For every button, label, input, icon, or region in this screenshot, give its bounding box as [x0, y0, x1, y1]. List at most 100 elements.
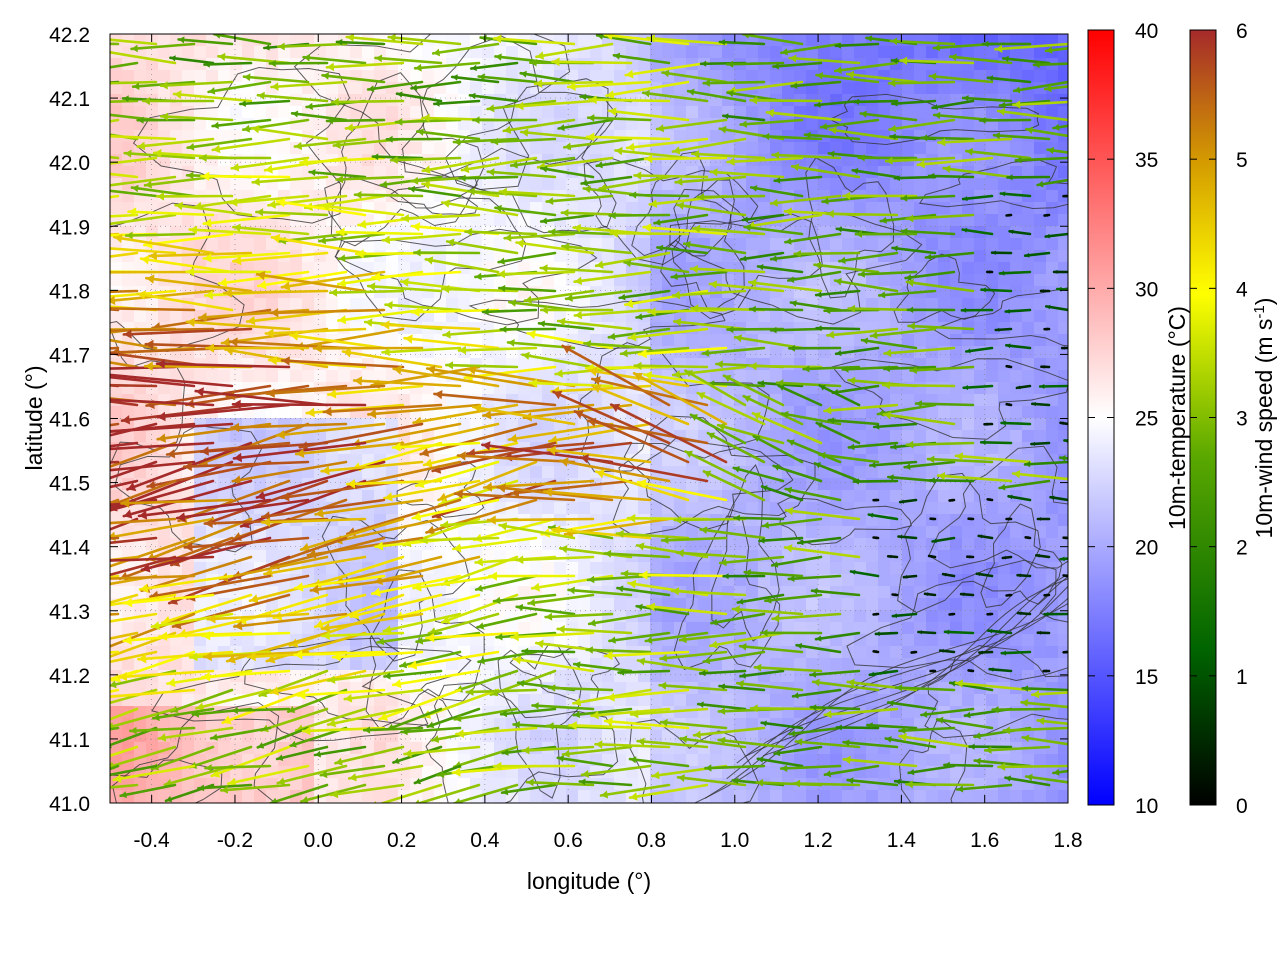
heat-cell [386, 730, 399, 743]
heat-cell [230, 106, 243, 119]
heat-cell [242, 106, 255, 119]
heat-cell [1010, 82, 1023, 95]
heat-cell [950, 430, 963, 443]
heat-cell [134, 34, 147, 47]
heat-cell [530, 142, 543, 155]
heat-cell [962, 502, 975, 515]
heat-cell [878, 598, 891, 611]
heat-cell [998, 574, 1011, 587]
heat-cell [758, 46, 771, 59]
heat-cell [986, 778, 999, 791]
heat-cell [974, 586, 987, 599]
heat-cell [902, 334, 915, 347]
heat-cell [734, 34, 747, 47]
heat-cell [950, 334, 963, 347]
heat-cell [254, 178, 267, 191]
heat-cell [830, 562, 843, 575]
heat-cell [182, 70, 195, 83]
heat-cell [566, 562, 579, 575]
heat-cell [1010, 514, 1023, 527]
heat-cell [398, 250, 411, 263]
heat-cell [146, 130, 159, 143]
heat-cell [854, 46, 867, 59]
heat-cell [842, 526, 855, 539]
heat-cell [986, 322, 999, 335]
heat-cell [650, 802, 663, 815]
heat-cell [938, 610, 951, 623]
heat-cell [878, 502, 891, 515]
heat-cell [758, 790, 771, 803]
heat-cell [998, 706, 1011, 719]
heat-cell [842, 478, 855, 491]
heat-cell [230, 370, 243, 383]
heat-cell [434, 238, 447, 251]
heat-cell [1022, 430, 1035, 443]
heat-cell [650, 610, 663, 623]
heat-cell [674, 790, 687, 803]
heat-cell [854, 730, 867, 743]
heat-cell [686, 706, 699, 719]
heat-cell [590, 658, 603, 671]
heat-cell [542, 178, 555, 191]
heat-cell [962, 262, 975, 275]
heat-cell [554, 106, 567, 119]
heat-cell [434, 142, 447, 155]
heat-cell [638, 802, 651, 815]
heat-cell [182, 730, 195, 743]
heat-cell [890, 718, 903, 731]
heat-cell [446, 106, 459, 119]
heat-cell [950, 598, 963, 611]
heat-cell [530, 622, 543, 635]
heat-cell [734, 346, 747, 359]
heat-cell [974, 466, 987, 479]
heat-cell [506, 178, 519, 191]
heat-cell [878, 634, 891, 647]
heat-cell [962, 694, 975, 707]
heat-cell [830, 622, 843, 635]
heat-cell [242, 46, 255, 59]
heat-cell [530, 274, 543, 287]
heat-cell [686, 790, 699, 803]
heat-cell [110, 202, 123, 215]
heat-cell [650, 358, 663, 371]
heat-cell [986, 214, 999, 227]
heat-cell [362, 802, 375, 815]
heat-cell [242, 178, 255, 191]
heat-cell [110, 166, 123, 179]
heat-cell [962, 598, 975, 611]
heat-cell [890, 274, 903, 287]
heat-cell [974, 406, 987, 419]
heat-cell [482, 358, 495, 371]
heat-cell [734, 46, 747, 59]
heat-cell [242, 718, 255, 731]
heat-cell [818, 562, 831, 575]
heat-cell [854, 598, 867, 611]
heat-cell [422, 346, 435, 359]
heat-cell [218, 802, 231, 815]
heat-cell [890, 514, 903, 527]
heat-cell [158, 346, 171, 359]
heat-cell [1022, 178, 1035, 191]
heat-cell [698, 646, 711, 659]
heat-cell [170, 310, 183, 323]
heat-cell [758, 502, 771, 515]
heat-cell [842, 454, 855, 467]
heat-cell [998, 430, 1011, 443]
heat-cell [854, 574, 867, 587]
heat-cell [614, 598, 627, 611]
heat-cell [794, 334, 807, 347]
heat-cell [878, 790, 891, 803]
heat-cell [554, 586, 567, 599]
heat-cell [794, 562, 807, 575]
heat-cell [950, 562, 963, 575]
heat-cell [278, 142, 291, 155]
heat-cell [626, 58, 639, 71]
heat-cell [746, 370, 759, 383]
heat-cell [806, 250, 819, 263]
heat-cell [734, 790, 747, 803]
heat-cell [878, 742, 891, 755]
heat-cell [902, 514, 915, 527]
heat-cell [986, 82, 999, 95]
heat-cell [146, 802, 159, 815]
